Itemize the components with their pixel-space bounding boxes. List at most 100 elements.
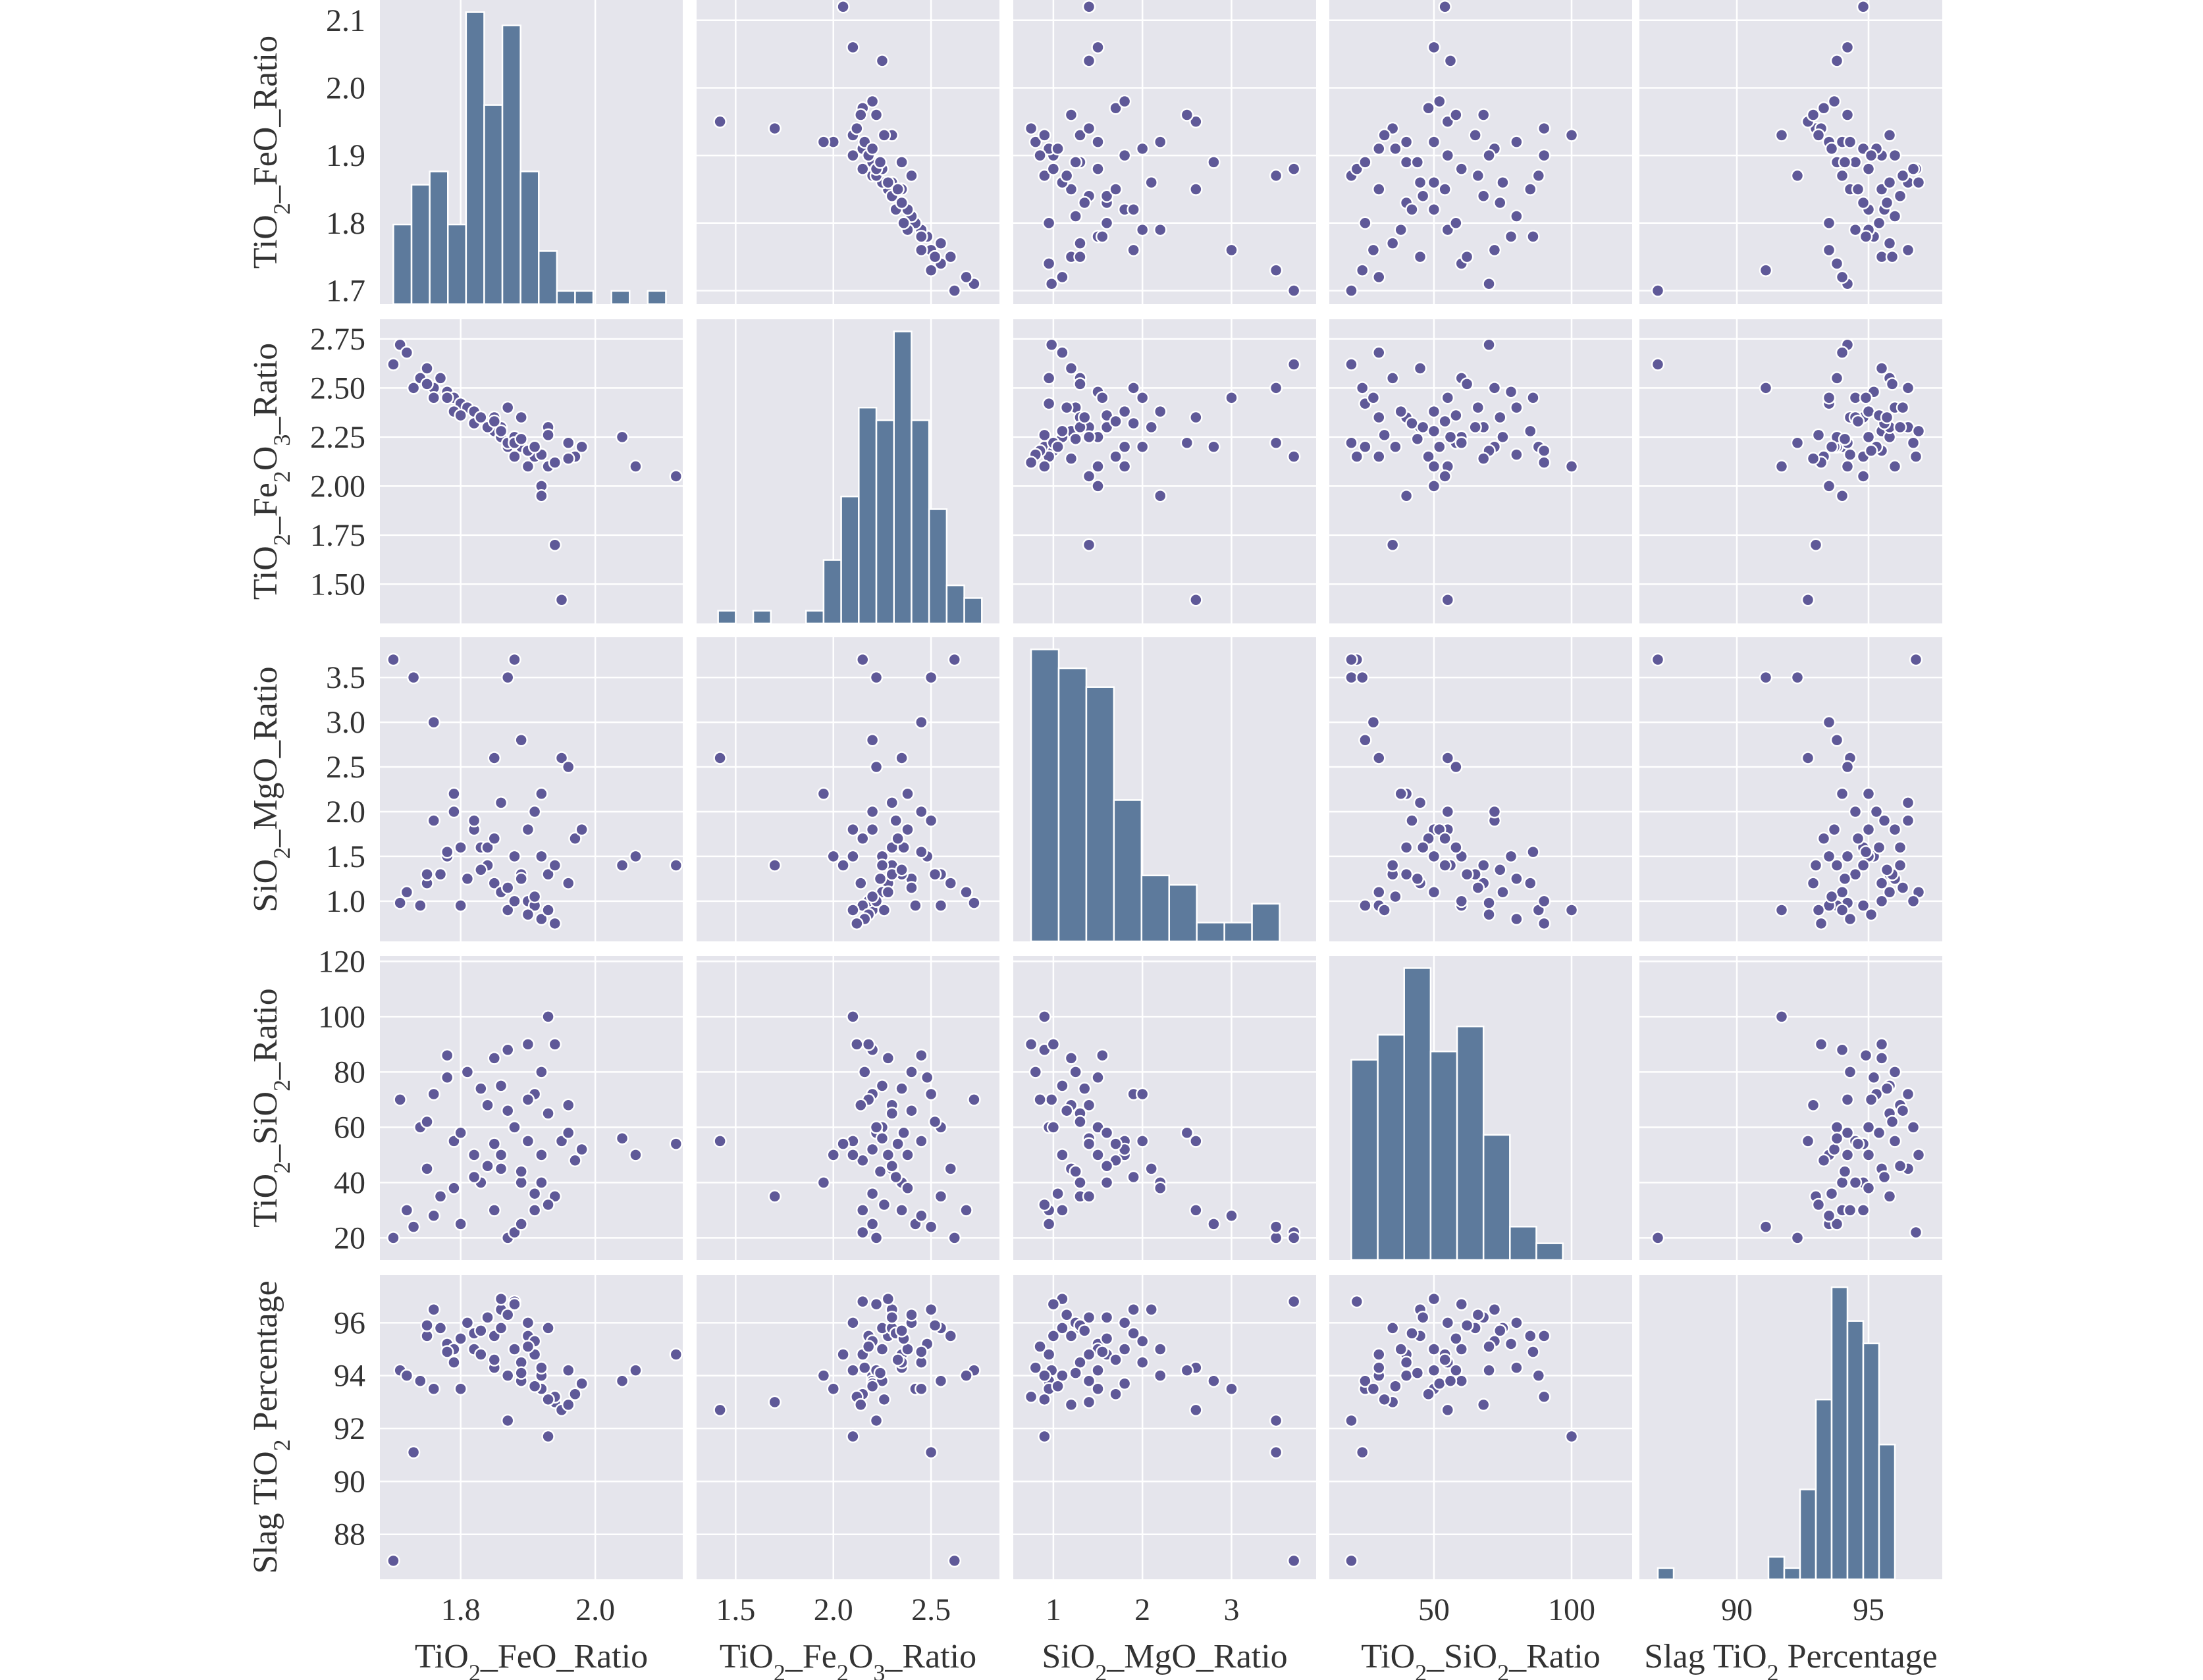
scatter-point — [1438, 414, 1452, 429]
scatter-point — [881, 1292, 895, 1306]
scatter-point — [1082, 0, 1096, 14]
scatter-point — [1824, 889, 1839, 904]
scatter-point — [561, 436, 575, 450]
scatter-point — [1225, 1209, 1238, 1223]
scatter-point — [1046, 162, 1061, 176]
scatter-point — [1135, 1334, 1150, 1348]
scatter-point — [514, 1366, 528, 1380]
scatter-point — [1344, 436, 1358, 450]
scatter-point — [527, 440, 542, 454]
x-tick-label: 2.0 — [575, 1592, 615, 1627]
scatter-point — [1135, 440, 1150, 454]
scatter-point — [1438, 831, 1452, 845]
scatter-point — [1882, 236, 1897, 250]
scatter-point — [1405, 203, 1419, 217]
histogram-bar — [1403, 967, 1432, 1261]
scatter-point — [1901, 814, 1915, 827]
panel-fe-vs-sio2mgo — [1013, 0, 1316, 304]
scatter-point — [1091, 162, 1105, 176]
scatter-point — [481, 841, 494, 854]
y-axis-label: TiO2_FeO_Ratio — [247, 36, 295, 269]
scatter-point — [1835, 787, 1849, 801]
scatter-point — [508, 652, 521, 667]
scatter-point — [467, 1148, 481, 1162]
scatter-point — [915, 1382, 928, 1396]
scatter-point — [474, 1324, 488, 1338]
histogram-bar — [1456, 1025, 1485, 1261]
scatter-point — [1449, 1363, 1463, 1377]
y-tick-label: 90 — [334, 1464, 365, 1499]
scatter-point — [1421, 1387, 1435, 1402]
scatter-point — [1055, 1148, 1069, 1162]
scatter-point — [928, 1319, 942, 1332]
scatter-point — [1537, 444, 1551, 458]
scatter-point — [1877, 814, 1892, 827]
y-tick-label: 2.0 — [326, 70, 365, 105]
scatter-point — [535, 912, 548, 926]
scatter-point — [873, 872, 888, 886]
scatter-point — [1044, 1093, 1059, 1107]
scatter-point — [1069, 1065, 1082, 1079]
scatter-point — [915, 845, 928, 859]
scatter-point — [615, 430, 629, 444]
scatter-point — [1896, 881, 1910, 895]
scatter-point — [629, 459, 643, 473]
scatter-point — [508, 1297, 521, 1311]
scatter-point — [1287, 162, 1301, 176]
panel-slag-vs-fe — [380, 1275, 683, 1579]
scatter-point — [1413, 249, 1427, 264]
scatter-point — [943, 249, 958, 264]
scatter-point — [467, 814, 481, 827]
scatter-point — [1814, 1037, 1828, 1051]
scatter-point — [440, 1048, 454, 1063]
scatter-point — [1524, 876, 1537, 890]
scatter-point — [1385, 236, 1400, 250]
scatter-point — [1073, 377, 1087, 391]
scatter-point — [869, 1413, 884, 1428]
scatter-point — [1038, 459, 1051, 473]
scatter-point — [1874, 1037, 1889, 1051]
scatter-point — [915, 1134, 928, 1148]
scatter-point — [1427, 849, 1441, 864]
scatter-point — [1449, 1332, 1463, 1346]
scatter-point — [869, 1231, 884, 1245]
y-tick-label: 3.5 — [326, 660, 365, 695]
scatter-point — [433, 867, 448, 881]
scatter-point — [440, 1070, 454, 1085]
y-axis-label: SiO2_MgO_Ratio — [247, 666, 295, 912]
scatter-point — [959, 885, 973, 899]
scatter-point — [1759, 1220, 1773, 1234]
scatter-point — [1438, 182, 1452, 196]
scatter-point — [548, 456, 562, 469]
scatter-point — [959, 1369, 973, 1382]
scatter-point — [1225, 1382, 1238, 1396]
scatter-point — [1493, 196, 1507, 210]
scatter-point — [1476, 452, 1491, 465]
scatter-point — [1358, 216, 1372, 230]
scatter-point — [1861, 1148, 1876, 1162]
scatter-point — [846, 1316, 860, 1330]
scatter-point — [1287, 1554, 1301, 1568]
scatter-point — [1835, 1176, 1849, 1190]
scatter-point — [1843, 135, 1857, 149]
scatter-point — [494, 796, 508, 810]
scatter-point — [1471, 881, 1485, 895]
scatter-point — [1835, 270, 1849, 284]
scatter-point — [1524, 182, 1537, 196]
scatter-point — [865, 1142, 880, 1157]
scatter-point — [494, 1079, 508, 1093]
scatter-point — [1774, 1010, 1789, 1024]
scatter-point — [877, 1392, 891, 1407]
scatter-point — [629, 1363, 643, 1377]
scatter-point — [487, 1203, 502, 1217]
scatter-point — [1287, 357, 1301, 371]
scatter-point — [1385, 858, 1400, 872]
scatter-point — [1135, 1134, 1150, 1148]
scatter-point — [1082, 1098, 1096, 1113]
scatter-point — [1510, 1361, 1524, 1375]
scatter-point — [1394, 1342, 1408, 1356]
scatter-point — [1189, 1203, 1203, 1217]
panel-sio2mgo-vs-sio2mgo — [1013, 637, 1316, 943]
scatter-point — [891, 831, 905, 845]
